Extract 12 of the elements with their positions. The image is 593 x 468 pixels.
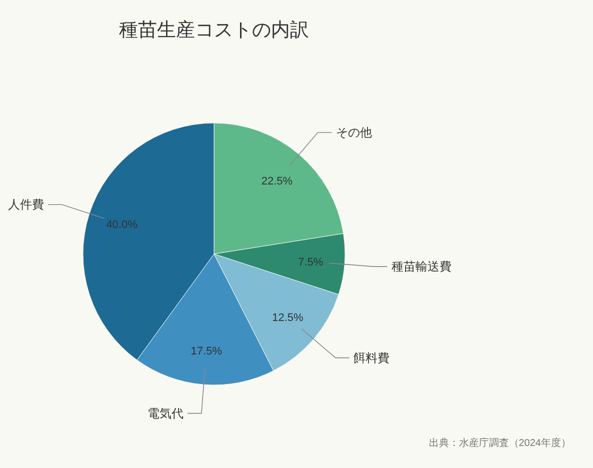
data-label: 40.0% xyxy=(106,219,138,232)
data-label: 22.5% xyxy=(261,175,293,188)
data-label: 7.5% xyxy=(298,256,324,269)
data-label: 12.5% xyxy=(272,312,304,324)
slice-label: その他 xyxy=(336,125,372,140)
slice-label: 人件費 xyxy=(8,198,44,212)
slice-label: 電気代 xyxy=(147,406,184,420)
slice-label: 餌料費 xyxy=(354,350,390,365)
data-label: 17.5% xyxy=(190,346,222,358)
source-note: 出典：水産庁調査（2024年度） xyxy=(428,437,571,449)
slice-label: 種苗輸送費 xyxy=(391,260,452,274)
chart-title: 種苗生産コストの内訳 xyxy=(119,19,309,41)
